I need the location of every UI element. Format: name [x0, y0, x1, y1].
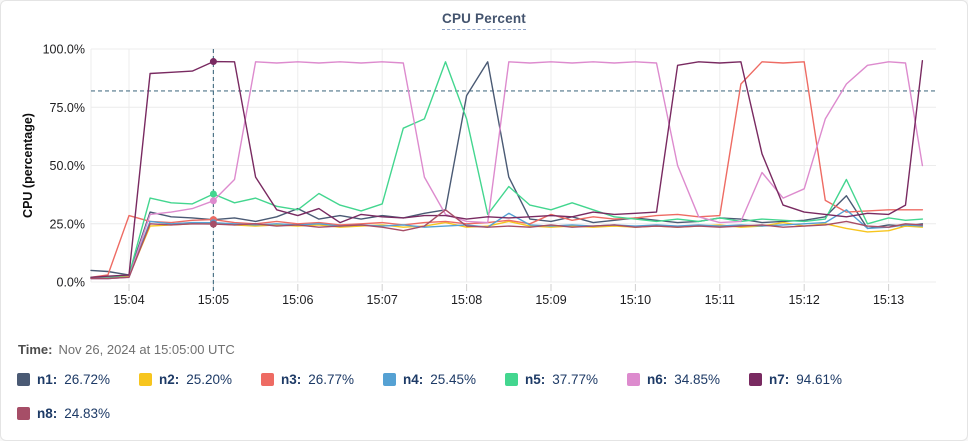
y-axis-labels: 0.0% 25.0% 50.0% 75.0% 100.0% [43, 43, 85, 290]
legend-series-value: 26.77% [308, 371, 355, 387]
svg-text:50.0%: 50.0% [50, 159, 85, 173]
series-line-n4 [90, 209, 924, 280]
y-axis-title: CPU (percentage) [21, 113, 35, 218]
time-label: Time: [18, 342, 53, 357]
svg-text:15:09: 15:09 [535, 293, 566, 307]
series-line-n3 [90, 61, 924, 278]
series-line-n1 [90, 61, 924, 276]
x-axis-labels: 15:04 15:05 15:06 15:07 15:08 15:09 15:10 15:11… [113, 293, 904, 307]
legend-series-value: 25.45% [430, 371, 477, 387]
legend-item-n5: n5: 37.77% [505, 369, 627, 389]
series-line-n2 [90, 220, 924, 278]
svg-text:15:07: 15:07 [367, 293, 398, 307]
cpu-percent-chart[interactable]: 0.0% 25.0% 50.0% 75.0% 100.0% 15:04 15:05 15:06… [1, 1, 968, 323]
svg-text:15:08: 15:08 [451, 293, 482, 307]
svg-text:75.0%: 75.0% [50, 101, 85, 115]
legend-series-name: n3: [281, 371, 302, 387]
legend-swatch [261, 372, 274, 386]
legend-item-n1: n1: 26.72% [17, 369, 139, 389]
legend-series-value: 37.77% [552, 371, 599, 387]
series-line-n5 [90, 61, 924, 278]
legend-swatch [505, 372, 518, 386]
legend-series-name: n6: [647, 371, 668, 387]
svg-text:25.0%: 25.0% [50, 217, 85, 231]
hover-dot-n5 [209, 190, 217, 198]
legend-swatch [627, 372, 640, 386]
legend-swatch [139, 372, 152, 386]
chart-title[interactable]: CPU Percent [442, 11, 526, 30]
series-line-n7 [90, 60, 924, 278]
legend-series-value: 25.20% [186, 371, 233, 387]
legend-item-n6: n6: 34.85% [627, 369, 749, 389]
svg-text:100.0%: 100.0% [43, 43, 85, 57]
legend-item-n7: n7: 94.61% [749, 369, 871, 389]
hover-dot-n8 [209, 220, 217, 228]
legend-swatch [17, 406, 30, 420]
legend-series-name: n4: [403, 371, 424, 387]
time-value: Nov 26, 2024 at 15:05:00 UTC [58, 342, 235, 357]
legend-series-value: 26.72% [64, 371, 111, 387]
legend-series-value: 94.61% [796, 371, 843, 387]
tooltip-time-row: Time: Nov 26, 2024 at 15:05:00 UTC [18, 342, 235, 357]
legend-series-value: 34.85% [674, 371, 721, 387]
legend-swatch [749, 372, 762, 386]
legend-item-n4: n4: 25.45% [383, 369, 505, 389]
legend-item-n2: n2: 25.20% [139, 369, 261, 389]
svg-text:15:05: 15:05 [198, 293, 229, 307]
legend: n1: 26.72% n2: 25.20% n3: 26.77% n4: 25.… [17, 369, 901, 437]
svg-text:15:06: 15:06 [282, 293, 313, 307]
legend-swatch [383, 372, 396, 386]
legend-item-n3: n3: 26.77% [261, 369, 383, 389]
series-line-n8 [90, 209, 924, 280]
svg-text:15:04: 15:04 [113, 293, 144, 307]
svg-text:15:11: 15:11 [705, 293, 735, 307]
legend-series-value: 24.83% [64, 405, 111, 421]
legend-series-name: n2: [159, 371, 180, 387]
legend-series-name: n1: [37, 371, 58, 387]
svg-text:0.0%: 0.0% [57, 276, 86, 290]
hover-dot-n7 [209, 58, 217, 66]
series-line-n6 [90, 61, 924, 280]
svg-text:15:13: 15:13 [873, 293, 904, 307]
legend-item-n8: n8: 24.83% [17, 403, 139, 423]
svg-text:15:12: 15:12 [789, 293, 820, 307]
legend-series-name: n8: [37, 405, 58, 421]
hover-dot-n6 [209, 197, 217, 205]
legend-series-name: n5: [525, 371, 546, 387]
svg-text:15:10: 15:10 [620, 293, 651, 307]
legend-series-name: n7: [769, 371, 790, 387]
legend-swatch [17, 372, 30, 386]
